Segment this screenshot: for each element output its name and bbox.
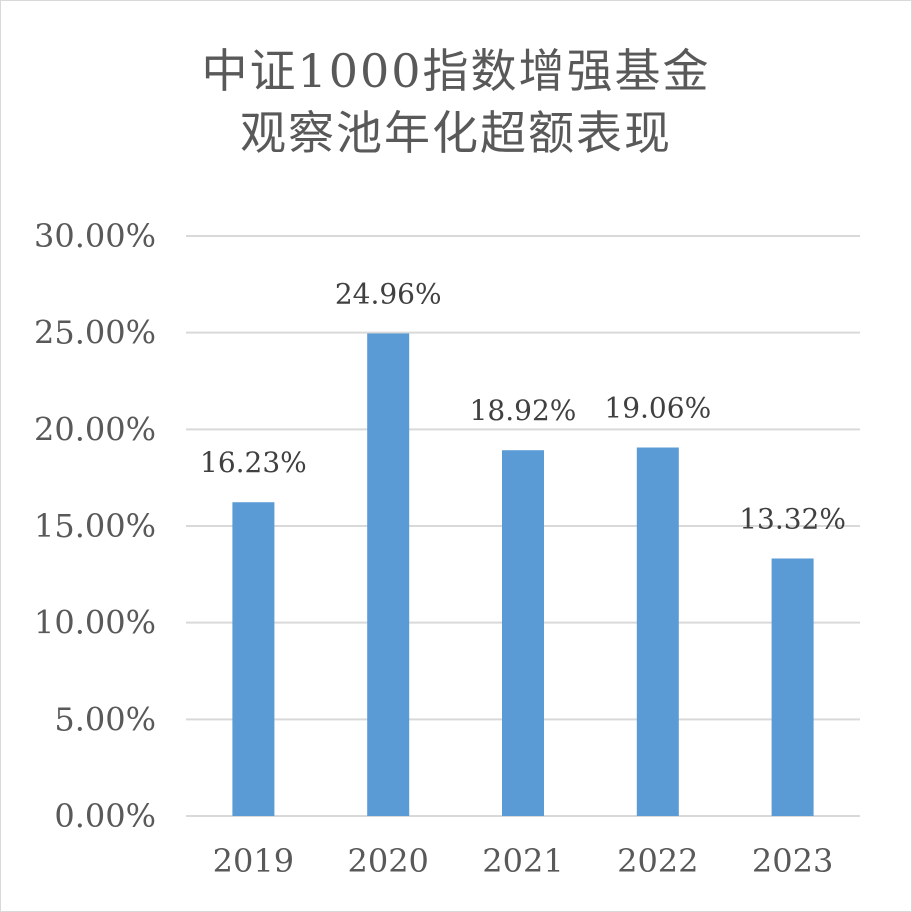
- x-axis-ticks: 2019 2020 2021 2022 2023: [213, 842, 834, 880]
- data-label-2021: 18.92%: [470, 394, 577, 427]
- bar-2019: [232, 502, 275, 816]
- x-tick-label-2019: 2019: [213, 842, 294, 880]
- y-axis-ticks: 0.00% 5.00% 10.00% 15.00% 20.00% 25.00% 30.00%: [34, 217, 156, 835]
- x-tick-label-2021: 2021: [482, 842, 563, 880]
- bar-2020: [367, 333, 410, 816]
- bar-2021: [502, 450, 544, 816]
- y-tick-label: 10.00%: [34, 604, 156, 642]
- y-tick-label: 5.00%: [54, 700, 156, 738]
- y-tick-label: 30.00%: [34, 217, 156, 255]
- chart-title: 中证1000指数增强基金 观察池年化超额表现: [0, 40, 912, 164]
- x-tick-label-2023: 2023: [752, 842, 833, 880]
- data-label-2023: 13.32%: [739, 502, 846, 535]
- bar-2022: [636, 447, 679, 816]
- data-label-2019: 16.23%: [200, 446, 307, 479]
- y-tick-label: 25.00%: [34, 314, 156, 352]
- chart-title-line-1: 中证1000指数增强基金: [201, 44, 711, 98]
- y-tick-label: 15.00%: [34, 507, 156, 545]
- chart-title-line-2: 观察池年化超额表现: [240, 106, 672, 160]
- x-tick-label-2022: 2022: [617, 842, 698, 880]
- y-tick-label: 0.00%: [54, 797, 156, 835]
- data-label-2022: 19.06%: [604, 392, 711, 425]
- x-tick-label-2020: 2020: [347, 842, 428, 880]
- data-labels: 16.23% 24.96% 18.92% 19.06% 13.32%: [200, 277, 846, 535]
- bar-2023: [771, 558, 814, 816]
- bars: [232, 333, 814, 816]
- data-label-2020: 24.96%: [335, 277, 442, 310]
- y-tick-label: 20.00%: [34, 410, 156, 448]
